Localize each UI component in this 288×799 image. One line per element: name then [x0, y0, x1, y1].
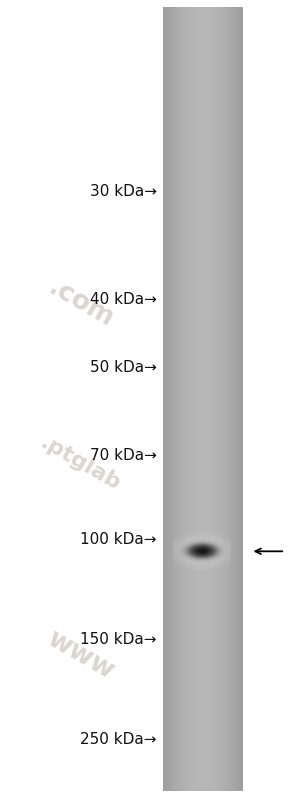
Text: .com: .com	[43, 275, 118, 332]
Text: 100 kDa→: 100 kDa→	[80, 532, 157, 547]
Text: .ptglab: .ptglab	[37, 432, 124, 495]
Text: 40 kDa→: 40 kDa→	[90, 292, 157, 307]
Text: 150 kDa→: 150 kDa→	[80, 632, 157, 646]
Text: 250 kDa→: 250 kDa→	[80, 732, 157, 746]
Text: 70 kDa→: 70 kDa→	[90, 448, 157, 463]
Text: 50 kDa→: 50 kDa→	[90, 360, 157, 375]
Text: 30 kDa→: 30 kDa→	[90, 185, 157, 199]
Text: www: www	[42, 626, 119, 685]
